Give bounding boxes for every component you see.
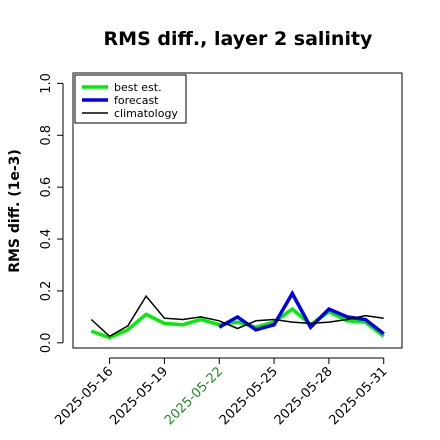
- x-tick-label: 2025-05-31: [327, 364, 391, 428]
- y-tick-label: 0.2: [39, 281, 54, 302]
- y-tick-label: 0.8: [39, 125, 54, 146]
- plot-frame: [72, 72, 403, 349]
- x-tick-label: 2025-05-28: [272, 364, 336, 428]
- legend-label: forecast: [114, 94, 159, 107]
- x-tick-label: 2025-05-25: [217, 364, 281, 428]
- legend-label: climatology: [114, 107, 178, 120]
- legend-label: best est.: [114, 81, 162, 94]
- x-tick-label: 2025-05-19: [107, 364, 171, 428]
- y-axis: 0.0 0.2 0.4 0.6 0.8 1.0: [39, 73, 64, 353]
- chart-title: RMS diff., layer 2 salinity: [104, 28, 374, 50]
- series-line-climatology: [90, 294, 384, 338]
- y-tick-label: 0.6: [39, 177, 54, 198]
- x-axis: 2025-05-162025-05-192025-05-222025-05-25…: [52, 357, 391, 428]
- x-tick-label: 2025-05-16: [52, 364, 116, 428]
- y-tick-label: 1.0: [39, 73, 54, 94]
- series-line-forecast: [218, 289, 385, 336]
- y-axis-label: RMS diff. (1e-3): [7, 149, 23, 273]
- series-layer: [90, 289, 385, 340]
- x-tick-label: 2025-05-22: [162, 364, 226, 428]
- y-tick-label: 0.0: [39, 332, 54, 353]
- y-tick-label: 0.4: [39, 229, 54, 250]
- series-line-best-est: [90, 306, 385, 340]
